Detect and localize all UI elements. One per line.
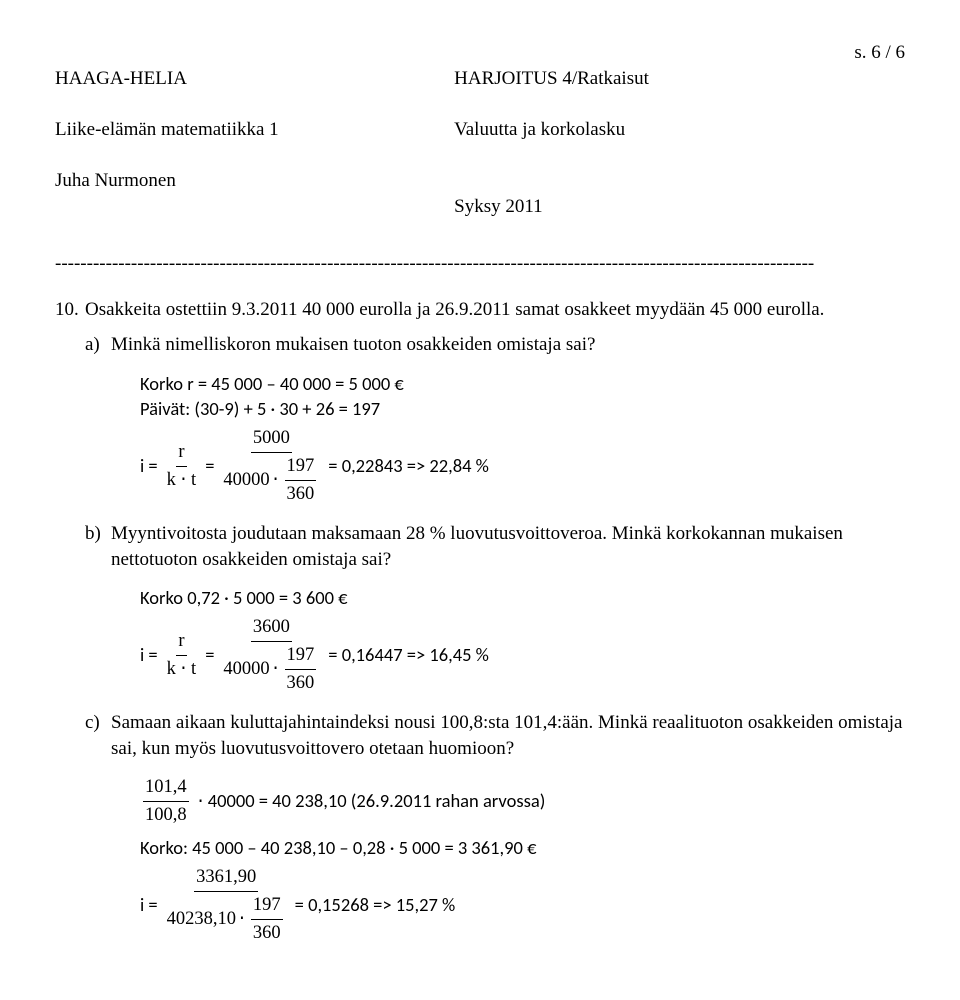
b-den: 40000 197 360 [223, 642, 319, 696]
a-result: = 0,22843 => 22,84 % [328, 454, 489, 479]
frac-num-r: r [176, 440, 186, 467]
c-frac1-num: 101,4 [143, 775, 189, 802]
a-sub-frac: 197 360 [282, 454, 320, 507]
course-name: Liike-elämän matematiikka 1 [55, 117, 279, 143]
frac-den-kt-b: k ⋅ t [167, 656, 197, 682]
a-line1: Korko r = 45 000 – 40 000 = 5 000 € [140, 372, 905, 397]
part-a-text: Minkä nimelliskoron mukaisen tuoton osak… [111, 332, 905, 358]
frac-den-kt: k ⋅ t [167, 467, 197, 493]
part-a-label: a) [85, 332, 111, 358]
part-c-label: c) [85, 710, 111, 761]
i-equals-c: i = [140, 893, 158, 918]
page-number: s. 6 / 6 [854, 40, 905, 66]
c-equation: i = 3361,90 40238,10 197 360 = 0,15268 =… [140, 865, 905, 946]
org-name: HAAGA-HELIA [55, 66, 279, 92]
b-big-frac: 3600 40000 197 360 [220, 615, 322, 696]
c-big-frac: 3361,90 40238,10 197 360 [164, 865, 289, 946]
a-big-frac: 5000 40000 197 360 [220, 426, 322, 507]
c-den-main: 40238,10 [167, 907, 236, 932]
part-b-label: b) [85, 521, 111, 572]
b-line1: Korko 0,72 · 5 000 = 3 600 € [140, 586, 905, 611]
a-den: 40000 197 360 [223, 453, 319, 507]
c-line2: Korko: 45 000 – 40 238,10 – 0,28 · 5 000… [140, 836, 905, 861]
part-a: a) Minkä nimelliskoron mukaisen tuoton o… [85, 332, 905, 358]
author-name: Juha Nurmonen [55, 168, 279, 194]
part-c-text: Samaan aikaan kuluttajahintaindeksi nous… [111, 710, 905, 761]
a-sub-num: 197 [285, 454, 317, 481]
mul-dot-icon [236, 907, 248, 932]
mul-dot-icon [270, 468, 282, 493]
b-equation: i = r k ⋅ t = 3600 40000 197 360 = 0,164… [140, 615, 905, 696]
divider: ----------------------------------------… [55, 251, 905, 277]
c-num: 3361,90 [194, 865, 258, 892]
a-equation: i = r k ⋅ t = 5000 40000 197 360 = 0,228… [140, 426, 905, 507]
b-num: 3600 [251, 615, 292, 642]
c-result: = 0,15268 => 15,27 % [295, 893, 456, 918]
exercise-title: HARJOITUS 4/Ratkaisut [454, 66, 649, 92]
a-num: 5000 [251, 426, 292, 453]
i-equals: i = [140, 454, 158, 479]
header-left: HAAGA-HELIA Liike-elämän matematiikka 1 … [55, 40, 279, 245]
part-a-solution: Korko r = 45 000 – 40 000 = 5 000 € Päiv… [140, 372, 905, 507]
a-line2: Päivät: (30-9) + 5 · 30 + 26 = 197 [140, 397, 905, 422]
q10-text: Osakkeita ostettiin 9.3.2011 40 000 euro… [85, 297, 905, 323]
a-sub-den: 360 [287, 481, 315, 507]
frac-num-r-b: r [176, 629, 186, 656]
topic: Valuutta ja korkolasku [454, 117, 649, 143]
c-sub-num: 197 [251, 893, 283, 920]
c-den: 40238,10 197 360 [167, 892, 286, 946]
part-b-text: Myyntivoitosta joudutaan maksamaan 28 % … [111, 521, 905, 572]
i-equals-b: i = [140, 643, 158, 668]
a-den-main: 40000 [223, 468, 269, 493]
c-frac1: 101,4 100,8 [140, 775, 192, 828]
part-b-solution: Korko 0,72 · 5 000 = 3 600 € i = r k ⋅ t… [140, 586, 905, 696]
header-right: s. 6 / 6 [824, 40, 905, 245]
term: Syksy 2011 [454, 194, 649, 220]
c-sub-den: 360 [253, 920, 281, 946]
c-sub-frac: 197 360 [248, 893, 286, 946]
page-header: HAAGA-HELIA Liike-elämän matematiikka 1 … [55, 40, 905, 245]
b-sub-num: 197 [285, 643, 317, 670]
equals-2: = [205, 643, 214, 668]
equals-1: = [205, 454, 214, 479]
q10-number: 10. [55, 297, 85, 323]
b-result: = 0,16447 => 16,45 % [328, 643, 489, 668]
c-frac1-den: 100,8 [145, 802, 187, 828]
frac-r-over-kt: r k ⋅ t [164, 440, 200, 493]
mul-dot-icon [270, 657, 282, 682]
header-center: HARJOITUS 4/Ratkaisut Valuutta ja korkol… [454, 40, 649, 245]
c-frac1-rest: ⋅ 40000 = 40 238,10 (26.9.2011 rahan arv… [198, 789, 546, 814]
frac-r-over-kt-b: r k ⋅ t [164, 629, 200, 682]
q10-intro: 10. Osakkeita ostettiin 9.3.2011 40 000 … [55, 297, 905, 323]
b-den-main: 40000 [223, 657, 269, 682]
part-c-solution: 101,4 100,8 ⋅ 40000 = 40 238,10 (26.9.20… [140, 775, 905, 946]
part-b: b) Myyntivoitosta joudutaan maksamaan 28… [85, 521, 905, 572]
b-sub-den: 360 [287, 670, 315, 696]
b-sub-frac: 197 360 [282, 643, 320, 696]
c-line1: 101,4 100,8 ⋅ 40000 = 40 238,10 (26.9.20… [140, 775, 905, 828]
part-c: c) Samaan aikaan kuluttajahintaindeksi n… [85, 710, 905, 761]
